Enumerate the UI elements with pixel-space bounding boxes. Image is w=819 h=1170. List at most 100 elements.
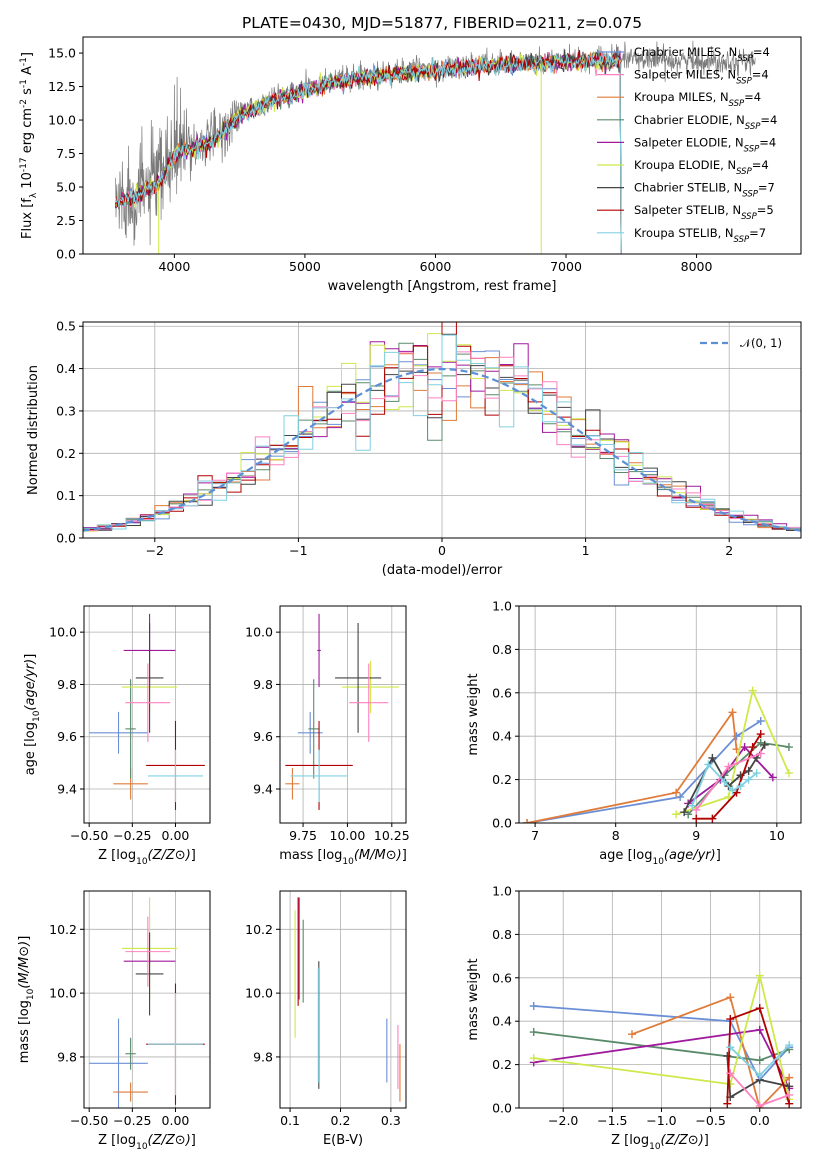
label-part: log <box>23 722 38 742</box>
y-tick-label: 10.2 <box>49 922 77 937</box>
x-axis-label: mass [log10(M/M⊙)] <box>279 848 407 867</box>
weight-marker <box>680 808 689 817</box>
legend-label-suffix: =4 <box>753 45 770 59</box>
y-tick-label: 10.0 <box>49 986 77 1001</box>
weight-marker <box>732 788 741 797</box>
x-tick-label: −2.0 <box>548 1113 578 1128</box>
legend-label-text: Salpeter MILES, N <box>634 68 736 82</box>
y-tick-label: 10.0 <box>49 625 77 640</box>
residual-histogram <box>83 334 801 530</box>
x-tick-label: 0.1 <box>280 1113 300 1128</box>
label-part: l <box>362 279 366 294</box>
y-tick-label: 9.6 <box>57 729 77 744</box>
x-tick-label: −0.50 <box>70 828 108 843</box>
legend-label: Chabrier MILES, NSSP=4 <box>634 45 770 64</box>
weight-marker <box>724 762 733 771</box>
panel-z-age: −0.50 −0.25 0.009.49.69.810.0Z [log10(Z/Z⊙… <box>23 605 211 867</box>
y-tick-label: 0.8 <box>492 642 512 657</box>
legend-label: 𝒩(0, 1) <box>740 336 782 350</box>
legend-label-text: Kroupa STELIB, N <box>634 226 734 240</box>
x-axis-label: age [log10(age/yr)] <box>599 848 721 867</box>
weight-marker <box>723 1051 732 1060</box>
x-tick-label: −0.5 <box>695 1113 725 1128</box>
label-part: -1 <box>19 79 29 88</box>
label-part: (Z/Z⊙) <box>148 1133 191 1148</box>
weight-marker <box>784 743 793 752</box>
y-tick-label: 10.0 <box>245 986 273 1001</box>
x-tick-label: 10.25 <box>374 828 410 843</box>
weight-marker <box>704 760 713 769</box>
label-part: log <box>17 1000 32 1020</box>
legend-label-sub: SSP <box>741 212 757 222</box>
label-part: mass [ <box>17 1020 32 1063</box>
legend-label: Salpeter STELIB, NSSP=5 <box>634 203 774 222</box>
weight-marker <box>724 792 733 801</box>
label-part: erg cm <box>20 108 35 157</box>
x-tick-label: 0 <box>438 543 446 558</box>
x-tick-label: 0.0 <box>750 1113 770 1128</box>
label-part: 10 <box>136 1142 148 1152</box>
weight-marker <box>723 1099 732 1108</box>
weight-series-line <box>687 745 774 805</box>
label-part: log <box>633 848 653 863</box>
label-part: E(B-V) <box>323 1133 363 1148</box>
x-tick-label: 0.2 <box>331 1113 351 1128</box>
legend-label-suffix: =4 <box>759 135 776 149</box>
y-tick-label: 0.6 <box>492 970 512 985</box>
weight-marker <box>726 1015 735 1024</box>
label-part: s <box>20 88 35 99</box>
y-tick-label: 12.5 <box>48 79 76 94</box>
weight-marker <box>688 801 697 810</box>
axes-overlay: −0.50 −0.25 0.009.49.69.810.0Z [log10(Z/Z⊙… <box>23 605 211 867</box>
weight-marker <box>736 782 745 791</box>
plot-area <box>83 322 801 532</box>
weight-series-line <box>631 996 790 1108</box>
weight-marker <box>785 1041 794 1050</box>
legend-label-sub: SSP <box>729 99 745 109</box>
gaussian-curve <box>83 367 801 532</box>
x-tick-label: −2 <box>146 543 164 558</box>
weight-marker <box>744 775 753 784</box>
x-tick-label: 0.3 <box>381 1113 401 1128</box>
axes-frame <box>518 890 802 1109</box>
legend-label-text: Chabrier ELODIE, N <box>634 113 745 127</box>
y-axis-label: age [log10(age/yr)] <box>23 654 42 776</box>
weight-marker <box>756 730 765 739</box>
y-tick-label: 10.0 <box>245 625 273 640</box>
y-tick-label: 0.0 <box>492 816 512 831</box>
weight-marker <box>684 810 693 819</box>
x-tick-label: −0.25 <box>113 1113 151 1128</box>
weight-marker <box>740 743 749 752</box>
y-tick-label: 10.2 <box>245 922 273 937</box>
y-axis-label: mass weight <box>466 958 481 1040</box>
x-tick-label: 8 <box>612 828 620 843</box>
y-tick-label: 0.2 <box>492 772 512 787</box>
weight-marker <box>732 732 741 741</box>
model-spectrum-line <box>115 50 622 254</box>
figure-title: PLATE=0430, MJD=51877, FIBERID=0211, z=0… <box>242 14 642 32</box>
label-part: (Z/Z⊙) <box>148 848 191 863</box>
legend-label-sub: SSP <box>744 144 760 154</box>
weight-marker <box>755 1101 764 1108</box>
label-part: )/error <box>461 563 503 578</box>
y-tick-label: 9.4 <box>253 782 273 797</box>
label-part: ] <box>20 52 35 57</box>
label-part: log <box>116 1133 136 1148</box>
legend-label: Kroupa MILES, NSSP=4 <box>634 90 761 109</box>
weight-marker <box>785 1099 794 1108</box>
label-part: ] <box>23 654 38 659</box>
label-part: ] <box>17 936 32 941</box>
plot-area <box>523 686 793 823</box>
weight-series-line <box>726 1007 791 1104</box>
axes-frame <box>279 605 407 824</box>
x-tick-label: 0.00 <box>162 1113 190 1128</box>
y-tick-label: 15.0 <box>48 46 76 61</box>
model-spectrum-line <box>115 53 622 254</box>
label-part: -17 <box>19 157 29 172</box>
x-tick-label: −0.25 <box>113 828 151 843</box>
label-part: (age/yr) <box>23 659 38 711</box>
x-tick-label: −1.5 <box>597 1113 627 1128</box>
weight-marker <box>692 805 701 814</box>
